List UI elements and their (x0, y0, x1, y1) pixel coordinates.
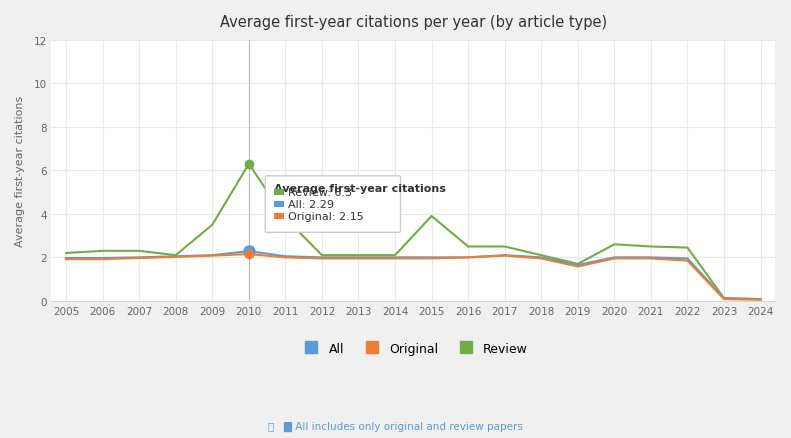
Bar (274, 213, 284, 219)
Text: ⓘ   █ All includes only original and review papers: ⓘ █ All includes only original and revie… (268, 420, 523, 431)
Text: Original: 2.15: Original: 2.15 (288, 212, 364, 222)
Text: Average first-year citations: Average first-year citations (274, 184, 445, 194)
Title: Average first-year citations per year (by article type): Average first-year citations per year (b… (220, 15, 607, 30)
Text: Review: 6.3: Review: 6.3 (288, 188, 352, 198)
Bar (274, 190, 284, 196)
FancyBboxPatch shape (265, 177, 400, 233)
Bar (274, 201, 284, 208)
Y-axis label: Average first-year citations: Average first-year citations (15, 95, 25, 247)
Text: All: 2.29: All: 2.29 (288, 200, 335, 210)
Legend: All, Original, Review: All, Original, Review (293, 337, 533, 360)
